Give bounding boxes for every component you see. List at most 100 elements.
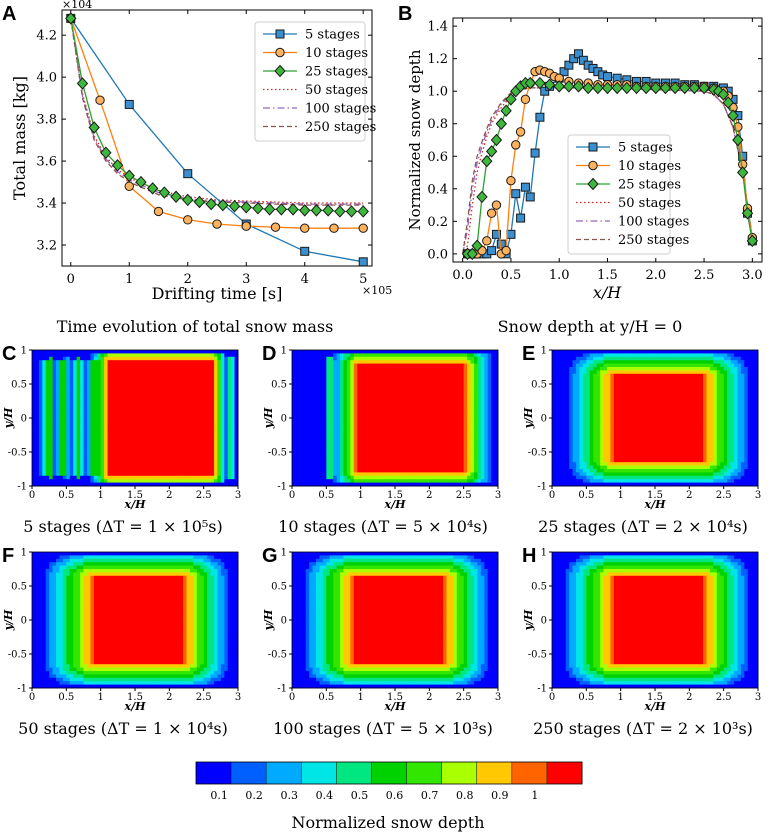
contour-cell — [347, 476, 351, 480]
contour-cell — [460, 350, 464, 354]
contour-cell — [402, 404, 406, 408]
contour-cell — [299, 455, 303, 459]
contour-cell — [392, 353, 396, 357]
contour-cell — [156, 472, 160, 476]
contour-cell — [221, 428, 225, 432]
contour-cell — [217, 398, 221, 402]
contour-cell — [350, 374, 354, 378]
contour-cell — [295, 415, 299, 419]
contour-cell — [350, 421, 354, 425]
contour-cell — [84, 459, 88, 463]
contour-cell — [491, 394, 495, 398]
contour-cell — [152, 357, 156, 361]
contour-cell — [42, 387, 46, 391]
contour-cell — [145, 455, 149, 459]
contour-cell — [409, 452, 413, 456]
contour-cell — [443, 455, 447, 459]
contour-cell — [159, 466, 163, 470]
contour-cell — [416, 438, 420, 442]
contour-cell — [228, 411, 232, 415]
contour-cell — [224, 370, 228, 374]
contour-cell — [457, 466, 461, 470]
contour-cell — [457, 455, 461, 459]
contour-cell — [371, 381, 375, 385]
contour-cell — [361, 425, 365, 429]
contour-cell — [217, 404, 221, 408]
contour-cell — [142, 421, 146, 425]
contour-cell — [491, 435, 495, 439]
contour-cell — [204, 445, 208, 449]
contour-cell — [313, 381, 317, 385]
contour-cell — [344, 438, 348, 442]
contour-cell — [299, 418, 303, 422]
contour-cell — [224, 381, 228, 385]
contour-cell — [309, 449, 313, 453]
contour-cell — [378, 398, 382, 402]
contour-cell — [309, 472, 313, 476]
contour-cell — [302, 384, 306, 388]
contour-cell — [200, 381, 204, 385]
contour-cell — [128, 381, 132, 385]
contour-cell — [385, 387, 389, 391]
contour-cell — [224, 452, 228, 456]
contour-cell — [197, 472, 201, 476]
contour-cell — [42, 438, 46, 442]
contour-cell — [491, 374, 495, 378]
contour-cell — [491, 469, 495, 473]
contour-cell — [409, 421, 413, 425]
contour-cell — [114, 394, 118, 398]
contour-cell — [138, 404, 142, 408]
contour-cell — [152, 360, 156, 364]
contour-cell — [292, 415, 296, 419]
contour-cell — [313, 387, 317, 391]
contour-cell — [142, 459, 146, 463]
contour-cell — [491, 421, 495, 425]
contour-cell — [211, 353, 215, 357]
contour-cell — [183, 459, 187, 463]
contour-cell — [132, 438, 136, 442]
contour-cell — [374, 452, 378, 456]
contour-cell — [313, 394, 317, 398]
contour-cell — [457, 449, 461, 453]
contour-cell — [49, 353, 53, 357]
contour-cell — [491, 364, 495, 368]
contour-cell — [193, 445, 197, 449]
contour-cell — [350, 415, 354, 419]
contour-cell — [42, 404, 46, 408]
contour-cell — [142, 411, 146, 415]
contour-cell — [440, 374, 444, 378]
contour-cell — [302, 411, 306, 415]
contour-cell — [388, 445, 392, 449]
contour-cell — [450, 438, 454, 442]
contour-cell — [193, 415, 197, 419]
contour-cell — [90, 466, 94, 470]
contour-cell — [436, 391, 440, 395]
contour-cell — [180, 421, 184, 425]
contour-cell — [149, 370, 153, 374]
contour-cell — [340, 411, 344, 415]
contour-cell — [481, 418, 485, 422]
contour-cell — [398, 401, 402, 405]
contour-cell — [224, 421, 228, 425]
contour-cell — [326, 353, 330, 357]
contour-cell — [477, 411, 481, 415]
contour-cell — [416, 360, 420, 364]
contour-cell — [145, 377, 149, 381]
contour-cell — [299, 466, 303, 470]
contour-cell — [97, 462, 101, 466]
contour-cell — [46, 459, 50, 463]
contour-cell — [419, 428, 423, 432]
contour-cell — [156, 408, 160, 412]
contour-cell — [87, 452, 91, 456]
contour-cell — [484, 370, 488, 374]
contour-cell — [221, 357, 225, 361]
contour-cell — [94, 418, 98, 422]
contour-cell — [471, 418, 475, 422]
contour-cell — [309, 469, 313, 473]
contour-cell — [392, 367, 396, 371]
contour-cell — [471, 353, 475, 357]
contour-cell — [138, 384, 142, 388]
contour-cell — [169, 421, 173, 425]
contour-cell — [450, 357, 454, 361]
